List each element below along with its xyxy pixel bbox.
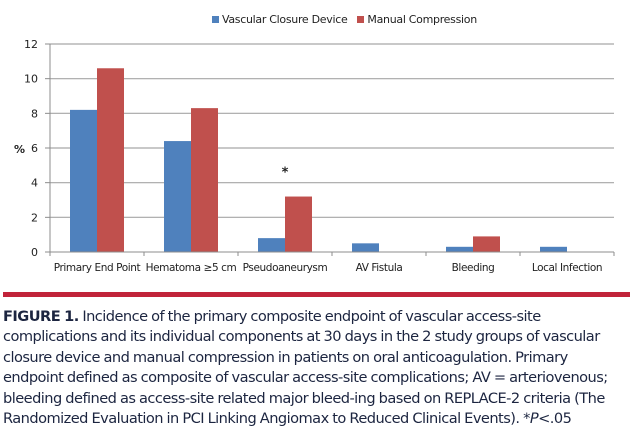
caption-divider bbox=[3, 292, 630, 297]
y-tick-label: 12 bbox=[24, 38, 38, 51]
p-label: P bbox=[529, 410, 539, 428]
x-tick-label: Pseudoaneurysm bbox=[243, 262, 328, 274]
bar-vascular-closure-device bbox=[352, 243, 379, 252]
legend-item-vascular-closure-device: Vascular Closure Device bbox=[212, 13, 348, 26]
figure-label: FIGURE 1. bbox=[3, 308, 79, 325]
legend-item-manual-compression: Manual Compression bbox=[357, 13, 477, 26]
bar-vascular-closure-device bbox=[258, 238, 285, 252]
bar-vascular-closure-device bbox=[164, 141, 191, 252]
y-axis-label: % bbox=[14, 143, 25, 156]
legend-label: Manual Compression bbox=[367, 13, 477, 26]
p-value: <.05 bbox=[538, 410, 572, 428]
y-tick-label: 2 bbox=[31, 211, 38, 224]
bars bbox=[70, 68, 567, 253]
legend: Vascular Closure Device Manual Compressi… bbox=[212, 13, 477, 26]
bar-manual-compression bbox=[191, 108, 218, 252]
y-axis-ticks: 0 2 4 6 8 10 12 bbox=[24, 38, 50, 259]
bar-vascular-closure-device bbox=[446, 246, 473, 252]
bar-manual-compression bbox=[97, 68, 124, 253]
legend-label: Vascular Closure Device bbox=[222, 13, 348, 26]
legend-swatch-red bbox=[357, 16, 365, 23]
bar-chart: 0 2 4 6 8 10 12 % Primary End Point Hematoma ≥5… bbox=[14, 38, 615, 274]
y-tick-label: 0 bbox=[31, 246, 38, 259]
y-tick-label: 8 bbox=[31, 107, 38, 120]
significance-asterisk: * bbox=[282, 166, 289, 181]
bar-manual-compression bbox=[285, 196, 312, 252]
bar-manual-compression bbox=[473, 236, 500, 252]
x-tick-label: AV Fistula bbox=[356, 262, 403, 274]
x-tick-label: Primary End Point bbox=[54, 262, 141, 274]
y-tick-label: 10 bbox=[24, 73, 38, 86]
bar-vascular-closure-device bbox=[540, 246, 567, 252]
gridlines bbox=[50, 43, 614, 218]
legend-swatch-blue bbox=[212, 16, 219, 23]
x-tick-label: Local Infection bbox=[532, 262, 602, 274]
x-tick-label: Bleeding bbox=[452, 262, 495, 274]
x-tick-label: Hematoma ≥5 cm bbox=[146, 262, 237, 274]
y-tick-label: 6 bbox=[31, 142, 38, 155]
figure-caption: FIGURE 1. Incidence of the primary compo… bbox=[3, 307, 631, 429]
annotations: * bbox=[282, 166, 289, 181]
y-tick-label: 4 bbox=[31, 177, 38, 190]
caption-text: Incidence of the primary composite endpo… bbox=[3, 308, 608, 428]
x-axis-ticks: Primary End Point Hematoma ≥5 cm Pseudoane… bbox=[49, 252, 615, 274]
bar-vascular-closure-device bbox=[70, 109, 97, 252]
